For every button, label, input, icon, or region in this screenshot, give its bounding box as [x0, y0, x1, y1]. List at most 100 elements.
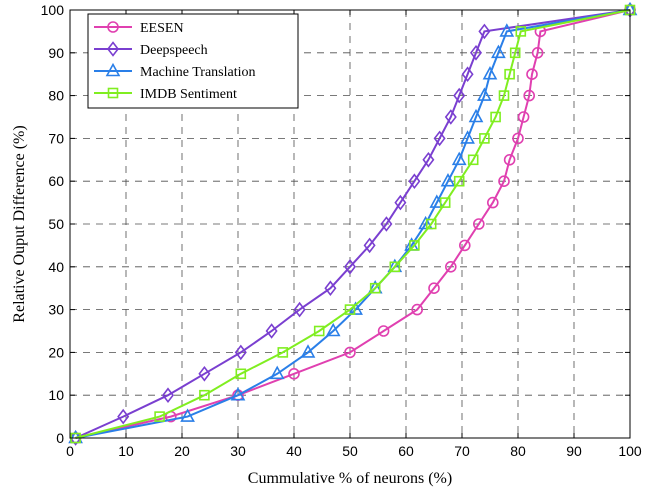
data-point-imdb-sentiment — [425, 218, 437, 230]
y-tick-label: 0 — [56, 430, 64, 446]
legend-marker-imdb-sentiment — [107, 87, 119, 99]
x-tick-label: 70 — [454, 443, 470, 459]
y-tick-label: 60 — [48, 173, 64, 189]
data-point-eesen — [444, 260, 457, 273]
data-point-machine-translation — [451, 151, 467, 166]
data-point-imdb-sentiment — [439, 197, 451, 208]
data-point-machine-translation — [269, 365, 285, 380]
data-point-imdb-sentiment — [509, 47, 521, 59]
data-point-imdb-sentiment — [389, 261, 401, 273]
data-point-deepspeech — [380, 216, 393, 232]
data-point-machine-translation — [499, 23, 515, 37]
data-point-imdb-sentiment — [369, 282, 381, 294]
ticks: 0 10 20 30 40 50 60 70 80 90 100 0 10 20 30 40 50 60 70 80 9… — [41, 2, 642, 459]
data-point-machine-translation — [325, 322, 341, 337]
y-tick-label: 30 — [48, 302, 64, 318]
legend-label-machine-translation: Machine Translation — [140, 65, 256, 80]
y-tick-label: 20 — [48, 344, 64, 360]
series-imdb-sentiment — [70, 4, 636, 444]
y-tick-label: 90 — [48, 45, 64, 61]
data-point-machine-translation — [440, 173, 456, 187]
x-tick-label: 30 — [230, 443, 246, 459]
data-point-imdb-sentiment — [515, 26, 527, 37]
y-axis-label: Relative Ouput Difference (%) — [11, 125, 28, 322]
data-point-imdb-sentiment — [313, 325, 325, 337]
data-point-deepspeech — [394, 194, 407, 211]
data-point-eesen — [498, 175, 510, 187]
data-point-imdb-sentiment — [277, 347, 289, 358]
x-tick-label: 90 — [566, 443, 582, 459]
legend: EESEN Deepspeech Machine Translation IMDB S… — [87, 13, 299, 109]
data-point-imdb-sentiment — [504, 68, 515, 80]
data-point-machine-translation — [180, 408, 195, 422]
data-point-deepspeech — [478, 23, 491, 40]
data-point-deepspeech — [408, 173, 421, 190]
legend-marker-eesen — [107, 21, 119, 33]
legend-label-deepspeech: Deepspeech — [140, 43, 208, 58]
data-point-deepspeech — [265, 323, 278, 339]
data-point-deepspeech — [234, 344, 247, 361]
data-point-deepspeech — [461, 66, 474, 83]
data-point-deepspeech — [293, 301, 306, 318]
data-point-machine-translation — [429, 194, 445, 208]
data-point-imdb-sentiment — [453, 175, 465, 187]
data-point-deepspeech — [422, 151, 435, 168]
data-point-imdb-sentiment — [467, 154, 479, 166]
x-tick-label: 100 — [618, 443, 642, 459]
x-tick-label: 80 — [510, 443, 526, 459]
x-tick-label: 10 — [118, 443, 134, 459]
x-tick-label: 60 — [398, 443, 414, 459]
y-tick-label: 100 — [41, 2, 65, 18]
data-point-machine-translation — [468, 108, 484, 123]
data-point-machine-translation — [477, 87, 492, 101]
data-point-deepspeech — [469, 44, 483, 61]
data-point-eesen — [377, 325, 390, 337]
legend-label-imdb-sentiment: IMDB Sentiment — [140, 87, 237, 102]
data-point-deepspeech — [69, 430, 82, 446]
data-point-eesen — [458, 239, 471, 252]
data-point-deepspeech — [198, 365, 211, 382]
data-point-imdb-sentiment — [409, 240, 420, 251]
data-point-eesen — [512, 132, 524, 145]
x-axis-label: Cummulative % of neurons (%) — [248, 470, 452, 487]
data-point-eesen — [344, 346, 356, 359]
data-point-eesen — [411, 303, 424, 316]
legend-label-eesen: EESEN — [140, 21, 184, 36]
series-line-eesen — [75, 9, 631, 439]
data-point-deepspeech — [343, 258, 357, 275]
data-point-eesen — [526, 68, 538, 80]
data-point-eesen — [503, 154, 516, 166]
data-point-deepspeech — [453, 87, 466, 104]
legend-marker-deepspeech — [106, 41, 120, 57]
series-line-machine-translation — [75, 9, 631, 439]
series-layer — [68, 1, 638, 446]
data-point-imdb-sentiment — [154, 411, 165, 422]
data-point-imdb-sentiment — [344, 304, 356, 315]
data-point-eesen — [523, 89, 536, 102]
data-point-imdb-sentiment — [199, 389, 210, 401]
data-point-machine-translation — [300, 344, 316, 358]
data-point-eesen — [531, 46, 544, 59]
data-point-eesen — [472, 218, 485, 230]
data-point-deepspeech — [117, 408, 130, 425]
series-line-imdb-sentiment — [75, 9, 631, 439]
x-tick-label: 50 — [342, 443, 358, 459]
data-point-imdb-sentiment — [498, 90, 510, 101]
data-point-machine-translation — [418, 215, 433, 230]
data-point-deepspeech — [161, 387, 175, 404]
data-point-deepspeech — [433, 130, 446, 147]
y-tick-label: 80 — [48, 88, 64, 104]
data-point-machine-translation — [230, 387, 246, 401]
y-tick-label: 40 — [48, 259, 64, 275]
y-tick-label: 10 — [48, 387, 64, 403]
data-point-deepspeech — [444, 109, 457, 125]
data-point-deepspeech — [363, 237, 376, 254]
data-point-eesen — [486, 196, 499, 209]
data-point-eesen — [288, 367, 300, 380]
data-point-machine-translation — [460, 130, 475, 144]
y-tick-label: 70 — [48, 130, 64, 146]
data-point-eesen — [428, 282, 440, 295]
data-point-machine-translation — [491, 44, 506, 59]
data-point-imdb-sentiment — [490, 111, 501, 123]
x-tick-label: 20 — [174, 443, 190, 459]
